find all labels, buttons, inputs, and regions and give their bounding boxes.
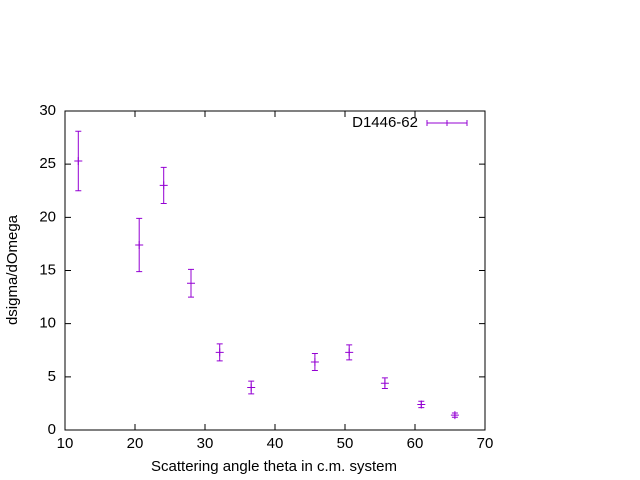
y-axis-label: dsigma/dOmega — [4, 214, 21, 325]
legend-label: D1446-62 — [352, 114, 418, 131]
x-tick-label: 10 — [57, 435, 74, 452]
point — [74, 156, 83, 165]
point — [135, 240, 144, 249]
x-tick-label: 70 — [477, 435, 494, 452]
y-tick-label: 20 — [39, 208, 56, 225]
y-tick-label: 30 — [39, 102, 56, 119]
x-tick-label: 40 — [267, 435, 284, 452]
point — [187, 279, 195, 288]
x-tick-label: 30 — [197, 435, 214, 452]
legend-sample — [426, 120, 468, 126]
point — [215, 348, 224, 357]
point — [247, 383, 256, 392]
point — [345, 348, 354, 357]
x-axis-label: Scattering angle theta in c.m. system — [151, 458, 397, 475]
plot-border — [64, 110, 486, 431]
y-tick-label: 5 — [48, 368, 56, 385]
point — [159, 181, 168, 190]
y-tick-label: 15 — [39, 261, 56, 278]
y-tick-label: 25 — [39, 155, 56, 172]
point — [450, 411, 459, 420]
y-tick-label: 10 — [39, 315, 56, 332]
y-tick-label: 0 — [48, 421, 56, 438]
point — [380, 379, 389, 388]
point — [417, 400, 426, 409]
x-tick-label: 20 — [127, 435, 144, 452]
point — [310, 357, 319, 366]
x-tick-label: 60 — [407, 435, 424, 452]
x-tick-label: 50 — [337, 435, 354, 452]
